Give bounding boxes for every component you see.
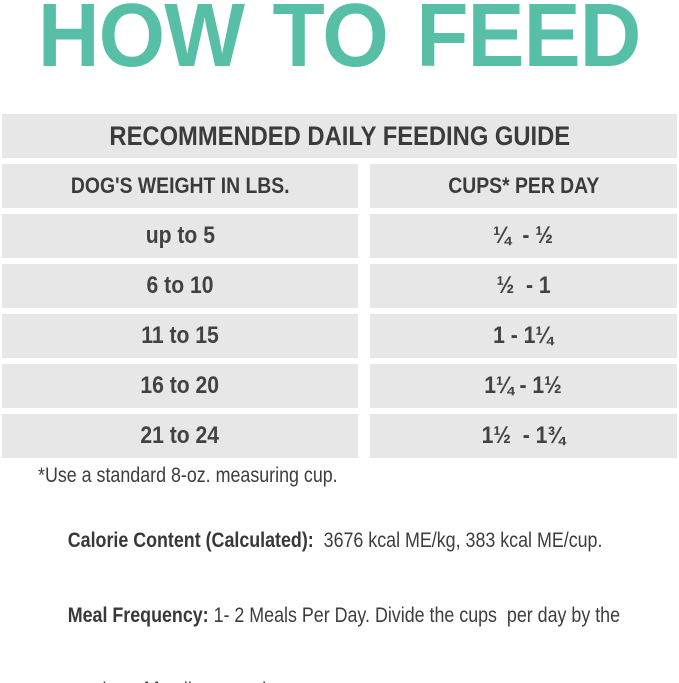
table-title: RECOMMENDED DAILY FEEDING GUIDE <box>109 120 570 151</box>
table-row: 16 to 20 1¼ - 1½ <box>2 364 677 408</box>
weight-cell: 6 to 10 <box>2 264 358 308</box>
column-header-cups-label: CUPS* PER DAY <box>447 173 599 198</box>
cups-value: 1½ - 1¾ <box>481 422 566 449</box>
weight-value: 6 to 10 <box>146 272 214 299</box>
page-title: HOW TO FEED <box>0 0 679 81</box>
column-header-weight: DOG'S WEIGHT IN LBS. <box>2 164 358 208</box>
table-row: 21 to 24 1½ - 1¾ <box>2 414 677 458</box>
weight-value: up to 5 <box>145 222 215 249</box>
weight-value: 16 to 20 <box>140 372 220 399</box>
notes-block: Calorie Content (Calculated): 3676 kcal … <box>38 503 652 683</box>
cups-value: ½ - 1 <box>496 272 551 299</box>
note-text: 1- 2 Meals Per Day. Divide the cups per … <box>208 604 621 627</box>
note-label: Meal Frequency: <box>67 604 209 627</box>
cups-cell: 1¼ - 1½ <box>370 364 677 408</box>
table-row: 11 to 15 1 - 1¼ <box>2 314 677 358</box>
weight-value: 11 to 15 <box>141 322 219 349</box>
weight-value: 21 to 24 <box>140 422 220 449</box>
weight-cell: 11 to 15 <box>2 314 358 358</box>
cups-cell: ½ - 1 <box>370 264 677 308</box>
cups-value: ¼ - ½ <box>493 222 554 249</box>
table-column-header-row: DOG'S WEIGHT IN LBS. CUPS* PER DAY <box>2 164 677 208</box>
column-header-cups: CUPS* PER DAY <box>370 164 677 208</box>
weight-cell: up to 5 <box>2 214 358 258</box>
cups-cell: 1½ - 1¾ <box>370 414 677 458</box>
measuring-cup-footnote: *Use a standard 8-oz. measuring cup. <box>38 464 338 487</box>
column-header-weight-label: DOG'S WEIGHT IN LBS. <box>70 173 290 198</box>
feeding-guide-table: RECOMMENDED DAILY FEEDING GUIDE DOG'S WE… <box>2 114 677 464</box>
cups-value: 1 - 1¼ <box>493 322 554 349</box>
cups-cell: 1 - 1¼ <box>370 314 677 358</box>
table-title-row: RECOMMENDED DAILY FEEDING GUIDE <box>2 114 677 158</box>
note-line-meal-frequency-cont: number of feedings per day. <box>38 653 652 683</box>
note-text: 3676 kcal ME/kg, 383 kcal ME/cup. <box>313 529 603 552</box>
note-line-calorie-content: Calorie Content (Calculated): 3676 kcal … <box>38 503 652 578</box>
note-label: Calorie Content (Calculated): <box>67 529 314 552</box>
note-text: number of feedings per day. <box>68 679 289 683</box>
weight-cell: 16 to 20 <box>2 364 358 408</box>
cups-value: 1¼ - 1½ <box>484 372 563 399</box>
table-row: up to 5 ¼ - ½ <box>2 214 677 258</box>
page-title-text: HOW TO FEED <box>38 0 642 86</box>
table-row: 6 to 10 ½ - 1 <box>2 264 677 308</box>
note-line-meal-frequency: Meal Frequency: 1- 2 Meals Per Day. Divi… <box>38 578 652 653</box>
cups-cell: ¼ - ½ <box>370 214 677 258</box>
weight-cell: 21 to 24 <box>2 414 358 458</box>
